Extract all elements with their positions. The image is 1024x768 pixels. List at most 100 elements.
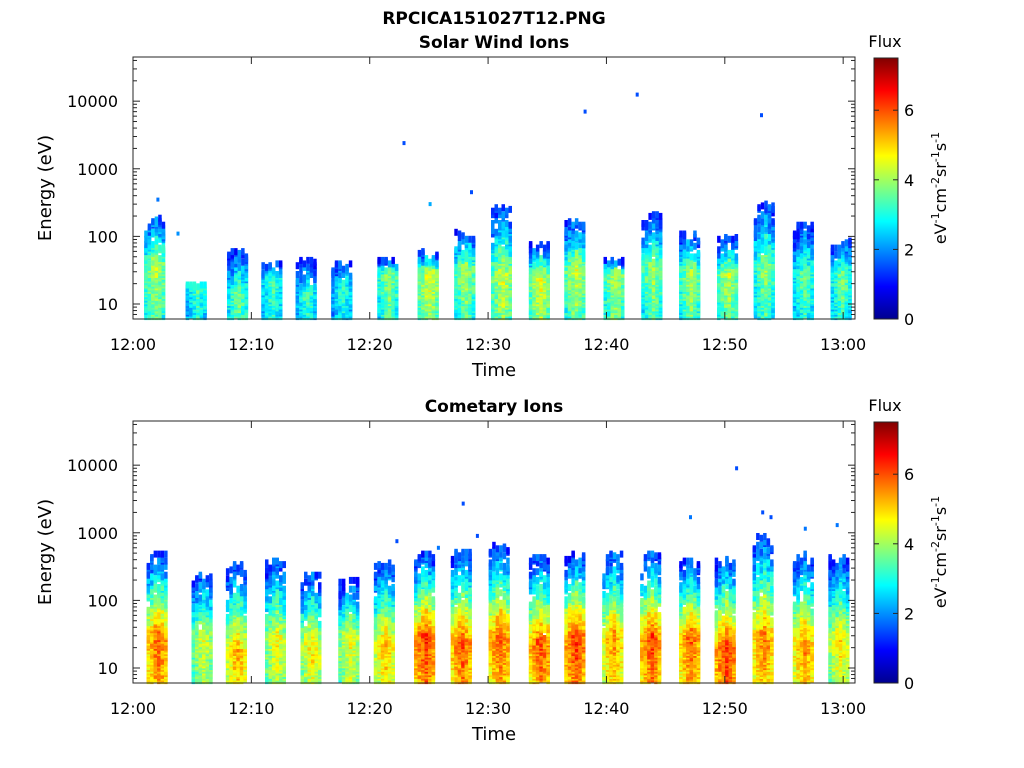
heatmap-cell [806,241,811,249]
heatmap-cell [796,242,800,250]
heatmap-cell [689,239,694,247]
heatmap-cell [209,578,213,586]
heatmap-cell [539,241,543,249]
heatmap-cell [236,601,240,609]
heatmap-cell [196,283,200,291]
heatmap-cell [150,554,154,562]
colorbar-label-solar-wind: eV-1cm-2sr-1s-1 [929,132,950,244]
heatmap-cell [278,271,283,278]
heatmap-cell [272,617,276,625]
heatmap-cell [696,258,701,266]
heatmap-cell [491,220,495,227]
heatmap-cell [799,221,804,229]
heatmap-cell [272,622,276,630]
heatmap-cell [164,668,168,676]
heatmap-cell [567,263,572,271]
heatmap-cell [313,304,317,312]
heatmap-cell [295,271,300,278]
heatmap-cell [498,207,502,215]
heatmap-cell [457,230,462,238]
heatmap-cell [230,248,235,256]
heatmap-cell [505,237,509,245]
heatmap-cell [198,594,203,602]
heatmap-cell [157,598,161,605]
heatmap-cell [229,576,233,584]
heatmap-cell [275,580,279,588]
heatmap-cell [764,232,768,240]
heatmap-cell [498,246,502,254]
heatmap-cell [841,260,845,268]
heatmap-cell [153,550,158,558]
heatmap-cell [234,283,238,291]
heatmap-cell [498,283,502,291]
heatmap-cell [232,561,237,569]
heatmap-cell [377,256,381,264]
x-tick-label: 12:40 [583,335,629,354]
heatmap-cell [844,244,849,252]
heatmap-cell [528,256,533,264]
heatmap-cell [760,218,765,226]
heatmap-cell [501,204,505,212]
heatmap-cell [655,211,659,219]
heatmap-cell [686,258,690,266]
heatmap-cell [621,309,625,317]
heatmap-cell [151,258,155,266]
heatmap-cell [641,253,645,261]
heatmap-cell [581,249,586,257]
heatmap-cell [491,281,495,289]
heatmap-cell [686,249,690,257]
heatmap-cell [760,255,765,263]
heatmap-cell [202,591,206,598]
heatmap-cell [454,279,458,287]
heatmap-cell [644,246,649,254]
heatmap-cell [724,288,728,296]
heatmap-cell [309,271,314,278]
heatmap-cell [464,249,469,257]
heatmap-cell [767,225,772,233]
heatmap-cell [641,220,645,227]
heatmap-cell [581,235,586,243]
heatmap-cell [686,239,690,247]
heatmap-cell [157,557,161,565]
heatmap-cell [471,235,476,243]
heatmap-cell [574,218,579,226]
heatmap-cell [757,225,761,233]
heatmap-cell [837,244,842,252]
heatmap-cell [243,594,247,602]
heatmap-cell [578,246,582,254]
y-axis-label-solar-wind: Energy (eV) [35,135,56,241]
heatmap-cell [607,260,611,268]
heatmap-cell [192,281,197,289]
heatmap-cell [651,216,656,224]
heatmap-cell [299,283,303,291]
heatmap-cell [209,599,213,607]
heatmap-cell [164,550,168,558]
heatmap-cell [151,228,155,236]
heatmap-cell [279,598,283,605]
heatmap-cell [237,249,242,257]
heatmap-cell [243,569,247,577]
heatmap-cell [648,255,652,263]
heatmap-cell [651,258,656,266]
heatmap-cell [764,205,768,213]
heatmap-cell [299,256,303,264]
heatmap-cell [686,263,690,271]
heatmap-cell [209,573,213,581]
heatmap-cell [271,267,276,275]
heatmap-cell [603,262,607,270]
heatmap-cell [428,258,432,266]
heatmap-cell [209,610,213,618]
heatmap-cell [230,278,235,285]
heatmap-cell [546,249,550,257]
heatmap-cell [468,242,472,250]
heatmap-cell [464,235,469,243]
heatmap-cell [641,237,645,245]
heatmap-cell [546,241,550,249]
heatmap-cell [191,580,196,588]
heatmap-cell [205,580,210,588]
heatmap-cell [542,267,547,275]
heatmap-cell [244,253,249,261]
heatmap-cell [564,237,568,245]
heatmap-cell [313,258,317,266]
